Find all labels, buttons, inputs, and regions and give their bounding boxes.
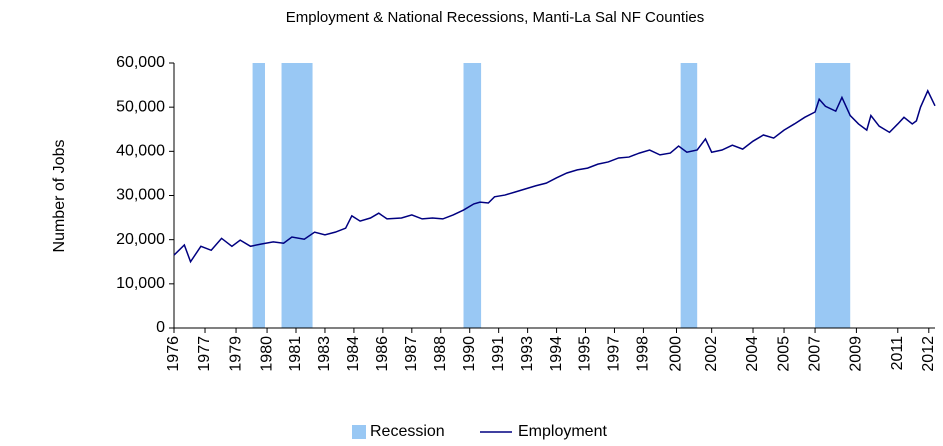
legend-swatch — [352, 425, 366, 439]
x-tick-label: 2002 — [703, 336, 720, 372]
x-tick-label: 1991 — [490, 336, 507, 372]
x-tick-label: 1988 — [432, 336, 449, 372]
recession-band — [281, 63, 313, 328]
x-tick-label: 2011 — [889, 336, 906, 371]
x-tick-label: 1979 — [227, 336, 244, 372]
y-tick-label: 0 — [156, 319, 165, 336]
x-tick-label: 1980 — [258, 336, 275, 372]
x-tick-label: 1990 — [461, 336, 478, 372]
x-tick-label: 1995 — [577, 336, 594, 372]
y-tick-label: 30,000 — [116, 187, 165, 204]
x-tick-label: 1994 — [548, 336, 565, 372]
x-tick-label: 2007 — [806, 336, 823, 372]
x-tick-label: 1987 — [403, 336, 420, 372]
x-tick-label: 1983 — [316, 336, 333, 372]
employment-line — [173, 89, 936, 264]
x-tick-label: 2012 — [920, 336, 937, 372]
legend-label: Recession — [370, 423, 445, 440]
x-tick-label: 1977 — [196, 336, 213, 372]
y-tick-label: 50,000 — [116, 98, 165, 115]
recession-band — [815, 63, 851, 328]
x-tick-label: 1984 — [345, 336, 362, 372]
recession-band — [680, 63, 698, 328]
legend-label: Employment — [518, 423, 607, 440]
x-tick-label: 1998 — [635, 336, 652, 372]
recession-band — [463, 63, 482, 328]
y-tick-label: 60,000 — [116, 54, 165, 71]
y-tick-label: 10,000 — [116, 275, 165, 292]
x-tick-label: 2005 — [775, 336, 792, 372]
chart-title: Employment & National Recessions, Manti-… — [286, 9, 705, 26]
x-tick-label: 1986 — [374, 336, 391, 372]
x-tick-label: 2004 — [744, 336, 761, 372]
recession-band — [252, 63, 265, 328]
y-tick-label: 20,000 — [116, 231, 165, 248]
x-tick-label: 2000 — [668, 336, 685, 372]
x-tick-label: 1976 — [165, 336, 182, 372]
y-axis-label: Number of Jobs — [51, 140, 68, 253]
x-tick-label: 2009 — [848, 336, 865, 372]
x-tick-label: 1993 — [519, 336, 536, 372]
x-tick-label: 1981 — [287, 336, 304, 372]
x-tick-label: 1997 — [606, 336, 623, 372]
y-tick-label: 40,000 — [116, 143, 165, 160]
